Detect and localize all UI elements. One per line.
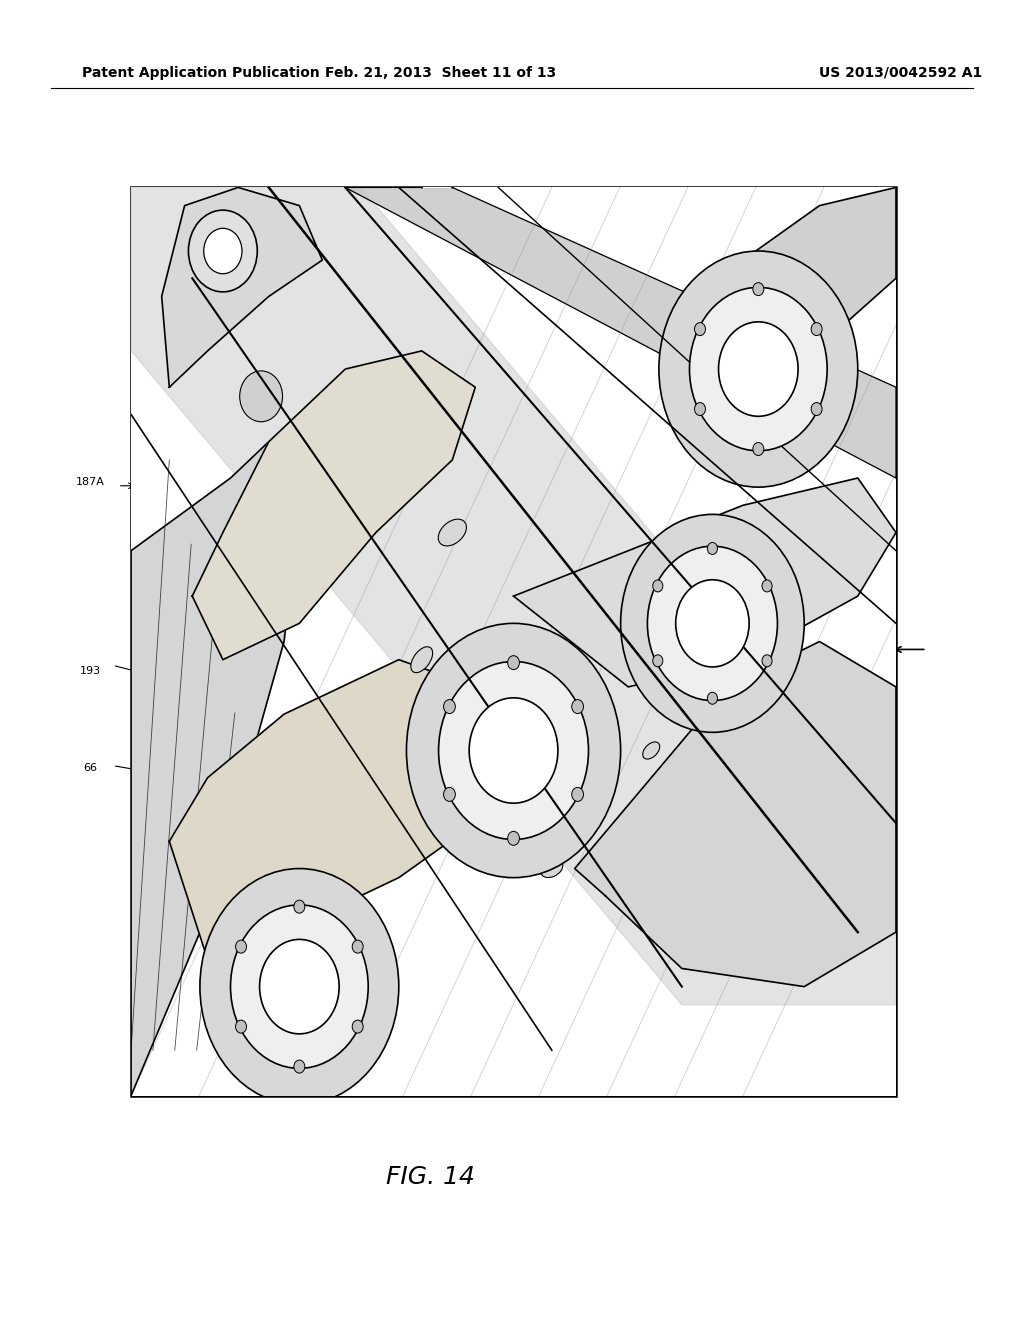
Circle shape xyxy=(753,282,764,296)
Text: FIG. 14: FIG. 14 xyxy=(386,1166,474,1189)
Text: 187B: 187B xyxy=(167,333,177,362)
Ellipse shape xyxy=(643,742,659,759)
Polygon shape xyxy=(162,187,323,387)
Circle shape xyxy=(762,655,772,667)
Text: 912: 912 xyxy=(173,416,183,437)
Circle shape xyxy=(719,322,798,416)
Circle shape xyxy=(259,940,339,1034)
Circle shape xyxy=(407,623,621,878)
Ellipse shape xyxy=(541,859,563,878)
Circle shape xyxy=(236,940,247,953)
Polygon shape xyxy=(131,442,299,1096)
Text: Feb. 21, 2013  Sheet 11 of 13: Feb. 21, 2013 Sheet 11 of 13 xyxy=(325,66,556,79)
Circle shape xyxy=(694,322,706,335)
Circle shape xyxy=(694,403,706,416)
Polygon shape xyxy=(169,660,514,960)
Polygon shape xyxy=(193,351,475,660)
Circle shape xyxy=(811,403,822,416)
Text: Patent Application Publication: Patent Application Publication xyxy=(82,66,319,79)
Circle shape xyxy=(469,698,558,803)
Circle shape xyxy=(689,288,827,451)
Circle shape xyxy=(230,906,369,1068)
Text: 916: 916 xyxy=(159,392,169,413)
Polygon shape xyxy=(682,187,896,370)
Text: 74: 74 xyxy=(218,597,228,610)
Circle shape xyxy=(621,515,804,733)
Text: 193: 193 xyxy=(80,665,100,676)
Circle shape xyxy=(753,442,764,455)
Circle shape xyxy=(352,940,364,953)
Circle shape xyxy=(294,900,305,913)
Circle shape xyxy=(352,1020,364,1034)
Ellipse shape xyxy=(438,519,466,546)
Circle shape xyxy=(443,788,456,801)
Ellipse shape xyxy=(411,647,433,673)
Circle shape xyxy=(204,228,242,273)
Circle shape xyxy=(811,322,822,335)
Circle shape xyxy=(508,832,519,845)
Polygon shape xyxy=(131,187,896,1005)
Text: 74: 74 xyxy=(154,671,164,684)
Text: 193: 193 xyxy=(232,304,243,325)
Polygon shape xyxy=(574,642,896,986)
Circle shape xyxy=(676,579,750,667)
Polygon shape xyxy=(514,478,896,686)
Circle shape xyxy=(240,371,283,422)
Text: 68: 68 xyxy=(234,605,245,618)
Circle shape xyxy=(652,655,663,667)
Circle shape xyxy=(294,1060,305,1073)
Circle shape xyxy=(438,661,589,840)
Polygon shape xyxy=(422,150,453,187)
Circle shape xyxy=(200,869,398,1105)
Circle shape xyxy=(236,1020,247,1034)
Circle shape xyxy=(188,210,257,292)
Circle shape xyxy=(647,546,777,701)
Circle shape xyxy=(652,579,663,591)
Polygon shape xyxy=(345,187,896,478)
Circle shape xyxy=(443,700,456,714)
Circle shape xyxy=(571,700,584,714)
Text: 914: 914 xyxy=(215,579,225,601)
Circle shape xyxy=(708,543,718,554)
Text: 66: 66 xyxy=(83,763,97,774)
Circle shape xyxy=(571,788,584,801)
Circle shape xyxy=(762,579,772,591)
Text: 187A: 187A xyxy=(76,477,104,487)
Text: US 2013/0042592 A1: US 2013/0042592 A1 xyxy=(819,66,982,79)
Circle shape xyxy=(658,251,858,487)
Circle shape xyxy=(508,656,519,669)
Bar xyxy=(131,187,896,1096)
Text: 186: 186 xyxy=(157,315,167,337)
Circle shape xyxy=(708,692,718,705)
